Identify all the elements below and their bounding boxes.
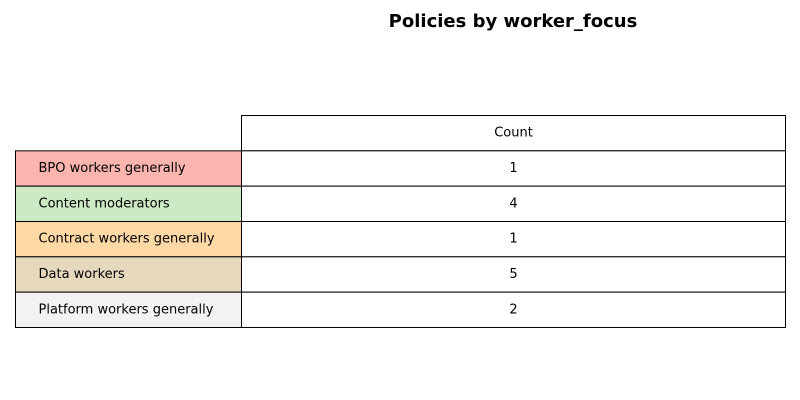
row-value: 2 xyxy=(509,302,517,317)
row-value: 1 xyxy=(509,232,517,247)
row-label-cell xyxy=(15,291,242,328)
row-label: BPO workers generally xyxy=(39,161,186,176)
chart-title: Policies by worker_focus xyxy=(388,11,638,32)
row-value-cell xyxy=(241,220,786,258)
column-header-count: Count xyxy=(494,126,533,141)
row-label: Data workers xyxy=(39,267,126,282)
column-header-cell xyxy=(241,115,786,152)
row-value-cell xyxy=(241,150,786,187)
row-label: Content moderators xyxy=(39,196,170,211)
row-value-cell xyxy=(241,185,786,222)
row-label: Contract workers generally xyxy=(39,232,215,247)
row-value-cell xyxy=(241,291,786,328)
row-value: 1 xyxy=(509,161,517,176)
row-value: 5 xyxy=(509,267,517,282)
row-value: 4 xyxy=(509,196,517,211)
row-label: Platform workers generally xyxy=(39,302,214,317)
row-label-cell xyxy=(15,220,242,258)
row-label-cell xyxy=(15,256,242,293)
row-value-cell xyxy=(241,256,786,293)
